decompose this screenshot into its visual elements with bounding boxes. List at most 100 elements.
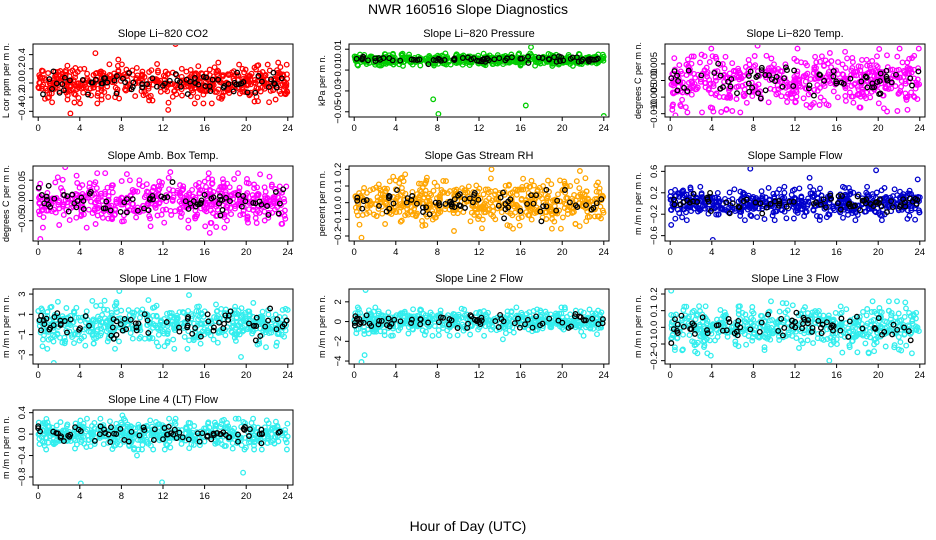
- point-slope: [863, 189, 870, 196]
- point-selected: [258, 78, 265, 85]
- point-slope: [542, 308, 549, 315]
- point-slope: [709, 53, 716, 60]
- point-selected: [854, 193, 861, 200]
- point-selected: [360, 198, 367, 205]
- point-slope: [671, 55, 678, 62]
- point-slope: [793, 87, 800, 94]
- point-selected: [877, 70, 884, 77]
- point-selected: [353, 55, 360, 62]
- point-slope: [576, 185, 583, 192]
- point-slope: [676, 62, 683, 69]
- point-slope: [146, 213, 153, 219]
- point-slope: [814, 87, 821, 94]
- point-selected: [267, 305, 274, 312]
- point-slope: [66, 88, 73, 94]
- point-slope: [139, 183, 146, 190]
- y-axis-label: percent per m n.: [317, 171, 327, 237]
- point-slope: [195, 312, 201, 319]
- point-slope: [45, 336, 52, 343]
- point-slope: [429, 216, 436, 223]
- point-slope: [157, 318, 164, 325]
- point-slope: [435, 327, 442, 334]
- point-selected: [121, 199, 128, 206]
- point-slope: [833, 67, 840, 74]
- point-slope: [479, 225, 485, 232]
- point-slope: [879, 206, 886, 213]
- point-slope: [385, 309, 392, 316]
- point-selected: [525, 59, 532, 66]
- point-outlier: [528, 45, 534, 51]
- point-slope: [444, 327, 451, 334]
- point-slope: [42, 85, 49, 92]
- point-slope: [825, 102, 832, 109]
- point-slope: [471, 211, 478, 218]
- point-slope: [282, 81, 289, 88]
- point-slope: [439, 189, 446, 196]
- point-outlier: [499, 336, 506, 343]
- point-slope: [88, 92, 95, 99]
- point-slope: [141, 74, 148, 80]
- point-selected: [250, 199, 257, 206]
- point-slope: [94, 197, 100, 204]
- y-tick-label: 0: [333, 319, 344, 324]
- point-slope: [108, 309, 115, 316]
- point-selected: [264, 203, 271, 209]
- x-tick-label: 8: [119, 247, 124, 258]
- point-selected: [61, 74, 68, 81]
- point-slope: [78, 211, 85, 218]
- point-slope: [576, 223, 583, 230]
- point-slope: [506, 181, 513, 188]
- x-tick-label: 12: [790, 247, 801, 258]
- point-selected: [46, 76, 53, 83]
- point-slope: [208, 100, 215, 107]
- point-selected: [272, 81, 278, 87]
- point-slope: [41, 328, 48, 335]
- point-slope: [112, 345, 118, 352]
- point-selected: [38, 327, 45, 334]
- point-selected: [705, 198, 712, 205]
- point-slope: [185, 224, 192, 231]
- point-slope: [594, 331, 600, 338]
- point-slope: [817, 58, 823, 65]
- point-slope: [880, 105, 887, 112]
- point-slope: [864, 183, 871, 190]
- point-slope: [398, 51, 405, 58]
- point-slope: [706, 85, 712, 92]
- point-slope: [166, 186, 173, 193]
- point-slope: [667, 196, 674, 203]
- point-slope: [897, 88, 904, 94]
- point-slope: [842, 48, 849, 55]
- point-slope: [82, 342, 89, 349]
- point-slope: [596, 213, 602, 220]
- y-tick-label: 0.0: [17, 76, 28, 89]
- point-slope: [159, 179, 165, 186]
- x-tick-label: 0: [352, 247, 357, 258]
- point-selected: [66, 77, 73, 84]
- point-slope: [44, 309, 51, 315]
- x-tick-label: 16: [199, 370, 210, 381]
- point-slope: [680, 187, 687, 194]
- point-slope: [64, 62, 71, 69]
- point-slope: [69, 195, 76, 202]
- point-selected: [61, 192, 68, 198]
- point-slope: [679, 96, 686, 103]
- point-slope: [272, 96, 279, 103]
- point-selected: [38, 312, 45, 319]
- point-selected: [194, 201, 201, 208]
- point-slope: [279, 81, 286, 88]
- point-selected: [150, 196, 156, 203]
- point-slope: [583, 188, 590, 195]
- point-slope: [707, 104, 714, 111]
- x-tick-label: 24: [283, 370, 294, 381]
- point-slope: [113, 305, 120, 312]
- point-outlier: [451, 228, 457, 234]
- x-tick-label: 20: [873, 123, 884, 134]
- point-slope: [201, 84, 207, 91]
- point-slope: [93, 185, 100, 192]
- x-tick-label: 8: [435, 247, 440, 258]
- point-slope: [749, 203, 756, 210]
- point-slope: [593, 182, 600, 189]
- point-slope: [224, 202, 231, 209]
- point-slope: [266, 173, 273, 180]
- point-slope: [513, 304, 520, 311]
